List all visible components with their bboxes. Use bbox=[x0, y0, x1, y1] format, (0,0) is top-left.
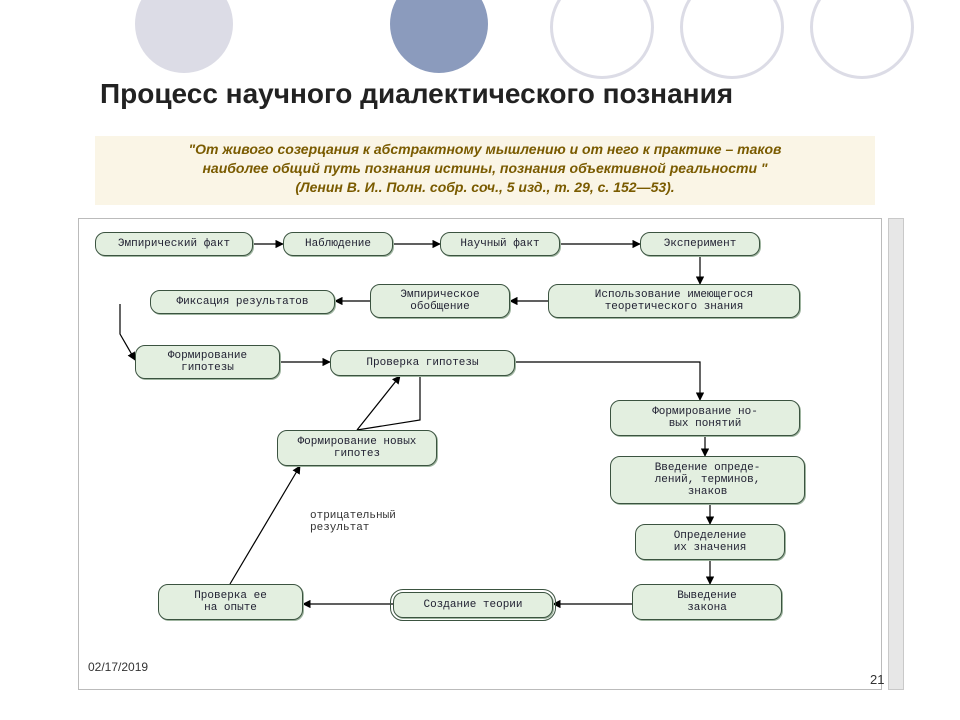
quote-box: "От живого созерцания к абстрактному мыш… bbox=[95, 136, 875, 205]
edge-label-negative-result: отрицательный результат bbox=[310, 510, 396, 534]
flow-node-n16: Проверка ее на опыте bbox=[158, 584, 303, 620]
flow-node-n10: Формирование новых гипотез bbox=[277, 430, 437, 466]
flow-node-n4: Эксперимент bbox=[640, 232, 760, 256]
flow-node-n14: Выведение закона bbox=[632, 584, 782, 620]
flow-node-n15: Создание теории bbox=[393, 592, 553, 618]
flow-node-n13: Определение их значения bbox=[635, 524, 785, 560]
decor-circle bbox=[390, 0, 488, 73]
flow-node-n12: Введение опреде- лений, терминов, знаков bbox=[610, 456, 805, 504]
decor-circle bbox=[550, 0, 654, 79]
flow-node-n5: Фиксация результатов bbox=[150, 290, 335, 314]
flow-node-n6: Эмпирическое обобщение bbox=[370, 284, 510, 318]
quote-line-3: (Ленин В. И.. Полн. собр. соч., 5 изд., … bbox=[95, 178, 875, 197]
page-title: Процесс научного диалектического познани… bbox=[100, 78, 733, 110]
decor-circle bbox=[810, 0, 914, 79]
decor-circle bbox=[680, 0, 784, 79]
footer-date: 02/17/2019 bbox=[88, 660, 148, 674]
flow-node-n9: Проверка гипотезы bbox=[330, 350, 515, 376]
decor-circle bbox=[135, 0, 233, 73]
page-number: 21 bbox=[870, 672, 884, 687]
quote-line-2: наиболее общий путь познания истины, поз… bbox=[95, 159, 875, 178]
vertical-scrollbar[interactable] bbox=[888, 218, 904, 690]
flow-node-n11: Формирование но- вых понятий bbox=[610, 400, 800, 436]
flow-node-n2: Наблюдение bbox=[283, 232, 393, 256]
flow-node-n8: Формирование гипотезы bbox=[135, 345, 280, 379]
flow-node-n7: Использование имеющегося теоретического … bbox=[548, 284, 800, 318]
flow-node-n3: Научный факт bbox=[440, 232, 560, 256]
quote-line-1: "От живого созерцания к абстрактному мыш… bbox=[95, 140, 875, 159]
flow-node-n1: Эмпирический факт bbox=[95, 232, 253, 256]
